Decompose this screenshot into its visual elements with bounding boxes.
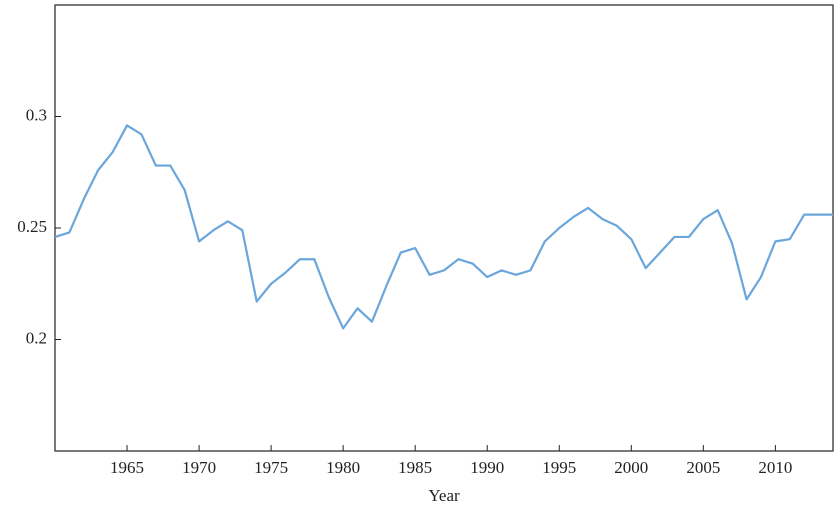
x-tick-label: 2005 bbox=[686, 458, 720, 477]
x-tick-label: 1985 bbox=[398, 458, 432, 477]
data-line bbox=[54, 124, 833, 330]
y-tick-label: 0.3 bbox=[26, 105, 47, 124]
x-tick-label: 2000 bbox=[614, 458, 648, 477]
x-tick-label: 1970 bbox=[182, 458, 216, 477]
x-tick-label: 1990 bbox=[470, 458, 504, 477]
x-axis-label: Year bbox=[428, 486, 460, 505]
x-tick-label: 1975 bbox=[254, 458, 288, 477]
x-tick-label: 2010 bbox=[758, 458, 792, 477]
y-tick-label: 0.25 bbox=[17, 217, 47, 236]
y-tick-label: 0.2 bbox=[26, 328, 47, 347]
x-tick-label: 1980 bbox=[326, 458, 360, 477]
x-tick-label: 1995 bbox=[542, 458, 576, 477]
plot-frame bbox=[54, 4, 834, 452]
x-tick-label: 1965 bbox=[110, 458, 144, 477]
